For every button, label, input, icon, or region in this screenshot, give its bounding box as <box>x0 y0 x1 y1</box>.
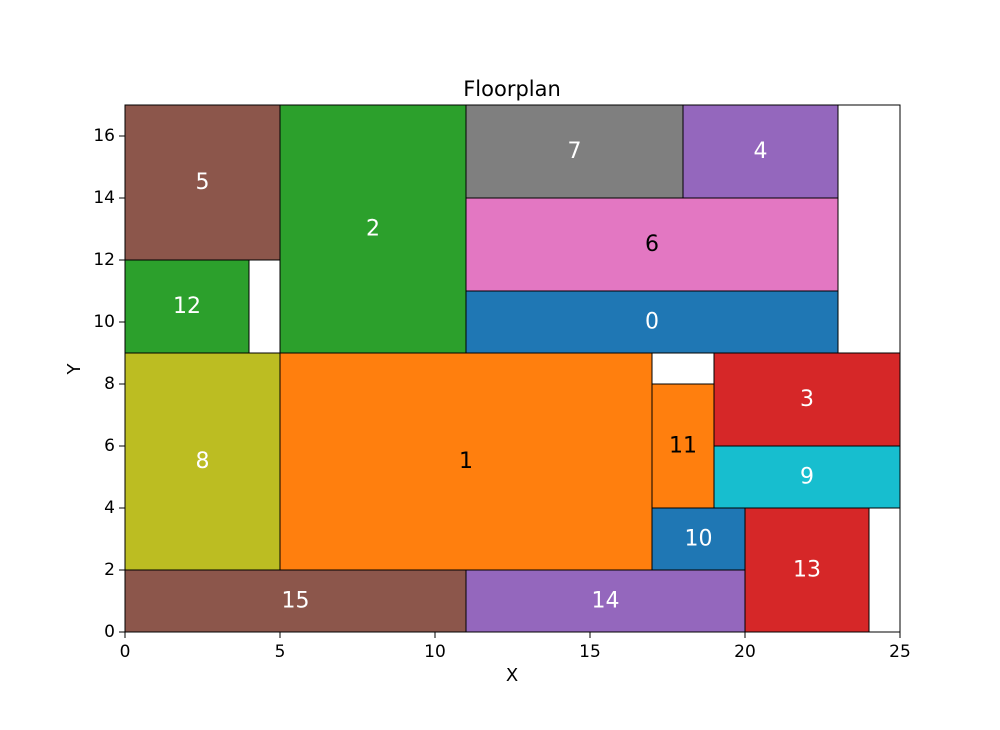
room-13 <box>744 507 870 633</box>
room-label-1: 1 <box>459 449 473 474</box>
y-tick-label: 0 <box>104 622 115 642</box>
room-label-5: 5 <box>196 170 210 195</box>
room-11 <box>651 383 715 509</box>
room-label-0: 0 <box>645 310 659 335</box>
y-tick-label: 12 <box>93 250 115 270</box>
y-axis-label: Y <box>64 363 85 376</box>
room-label-12: 12 <box>173 294 201 319</box>
room-3 <box>713 352 901 447</box>
y-tick-label: 2 <box>104 560 115 580</box>
y-tick-label: 8 <box>104 374 115 394</box>
room-5 <box>124 104 281 261</box>
room-0 <box>465 290 839 354</box>
room-label-13: 13 <box>793 558 821 583</box>
room-7 <box>465 104 684 199</box>
x-tick-label: 20 <box>734 642 756 662</box>
room-label-3: 3 <box>800 387 814 412</box>
x-tick-label: 5 <box>275 642 286 662</box>
room-label-8: 8 <box>196 449 210 474</box>
x-tick-label: 0 <box>120 642 131 662</box>
room-12 <box>124 259 250 354</box>
room-label-9: 9 <box>800 465 814 490</box>
x-tick-label: 25 <box>889 642 911 662</box>
room-9 <box>713 445 901 509</box>
room-label-2: 2 <box>366 217 380 242</box>
x-axis-label: X <box>506 665 518 686</box>
y-tick-label: 16 <box>93 126 115 146</box>
y-tick-label: 14 <box>93 188 115 208</box>
room-14 <box>465 569 746 633</box>
plot-frame <box>124 104 901 633</box>
x-axis-ticks: 0 5 10 15 20 25 <box>120 632 911 662</box>
rooms-layer <box>124 104 901 633</box>
y-axis-ticks: 0 2 4 6 8 10 12 14 16 <box>93 126 125 642</box>
x-tick-label: 15 <box>579 642 601 662</box>
room-label-7: 7 <box>568 139 582 164</box>
room-label-4: 4 <box>754 139 768 164</box>
x-tick-label: 10 <box>424 642 446 662</box>
room-label-6: 6 <box>645 232 659 257</box>
room-label-15: 15 <box>282 589 310 614</box>
room-label-10: 10 <box>685 527 713 552</box>
room-1 <box>279 352 653 571</box>
room-6 <box>465 197 839 292</box>
y-tick-label: 4 <box>104 498 115 518</box>
chart-title: Floorplan <box>463 77 561 101</box>
y-tick-label: 6 <box>104 436 115 456</box>
room-label-14: 14 <box>592 589 620 614</box>
room-4 <box>682 104 839 199</box>
room-label-11: 11 <box>669 434 697 459</box>
y-tick-label: 10 <box>93 312 115 332</box>
